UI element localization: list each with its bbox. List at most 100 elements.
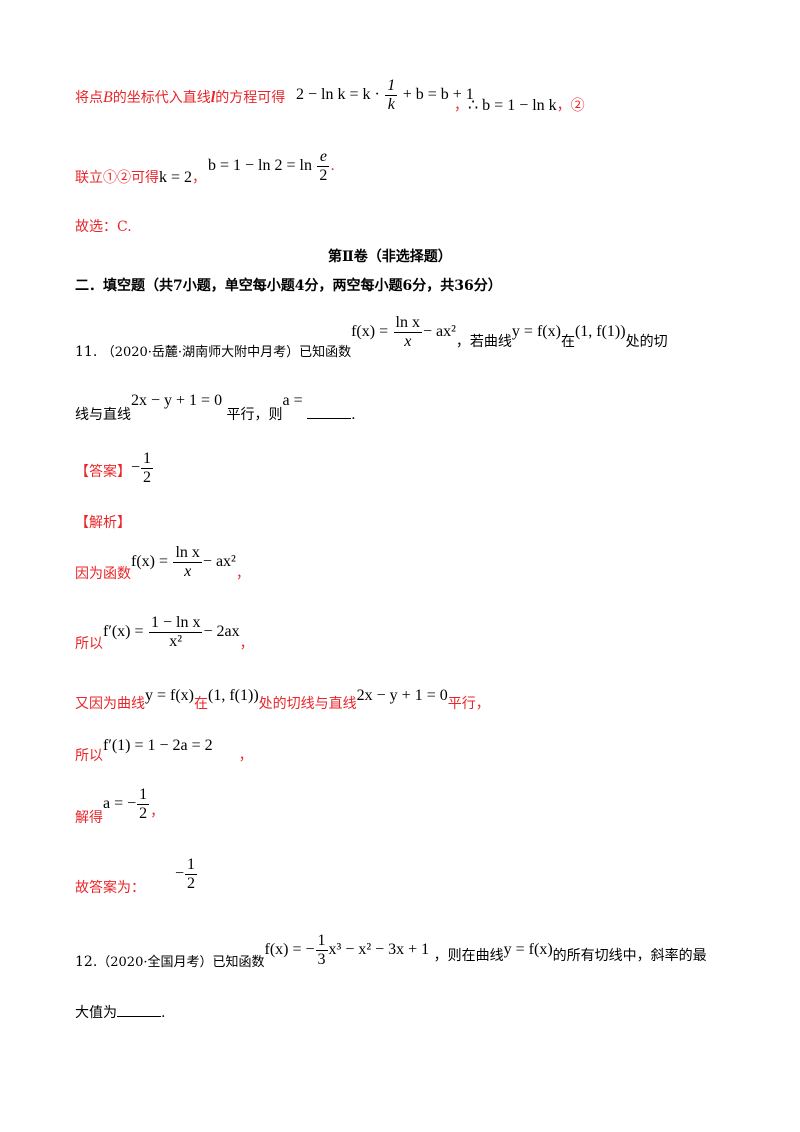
math-var: B (103, 89, 113, 106)
question-number: 11. (75, 344, 98, 361)
text: 线与直线 (75, 407, 131, 423)
equation-part: ∴ b = 1 − ln k (468, 97, 557, 114)
analysis-step-5: 解得a = −1 2， (75, 786, 165, 825)
equation-part: y = f(x) (145, 687, 195, 704)
question-12-line1: 12.（2020·全国月考）已知函数f(x) = −1 3 x³ − x² − 3x… (75, 932, 707, 971)
text: . (161, 1005, 166, 1021)
text: 又因为曲线 (75, 696, 145, 712)
analysis-step-4: 所以f′(1) = 1 − 2a = 2 ， (75, 737, 253, 764)
equation-part: 2 − ln k = k · (296, 86, 380, 104)
equation-part: b = 1 − ln 2 = ln (208, 157, 312, 175)
denominator: 2 (319, 166, 328, 184)
denominator: 3 (317, 950, 326, 968)
question-12-line2: 大值为. (75, 1004, 165, 1020)
question-source: （2020·岳麓·湖南师大附中月考）已知函数 (101, 345, 352, 361)
denominator: 2 (187, 874, 196, 892)
text: ， (239, 636, 254, 653)
numerator: 1 − ln x (148, 614, 203, 633)
question-11-line2: 线与直线2x − y + 1 = 0 平行，则a = . (75, 392, 356, 423)
text: ，则在曲线 (433, 948, 504, 965)
text: 处的切 (625, 334, 668, 351)
numerator: ln x (393, 314, 422, 333)
answer-11: 【答案】− 1 2 (75, 450, 154, 486)
equation-part: + b = b + 1 (402, 86, 474, 104)
analysis-step-3: 又因为曲线y = f(x)在(1, f(1))处的切线与直线2x − y + 1… (75, 687, 490, 712)
numerator: ln x (173, 544, 202, 563)
denominator: x (184, 562, 192, 580)
therefore-line: ，∴ b = 1 − ln k，② (454, 98, 585, 114)
question-number: 12. (75, 954, 98, 971)
text: ，② (556, 98, 585, 114)
denominator: 2 (139, 804, 148, 822)
answer-label: 【答案】 (75, 464, 131, 481)
text: 解得 (75, 810, 103, 827)
answer-blank (307, 406, 352, 419)
text: 处的切线与直线 (258, 696, 357, 712)
text: 所以 (75, 748, 103, 764)
equation-part: f′(x) = (103, 623, 144, 641)
text: ， (454, 98, 468, 114)
text: 在 (560, 334, 575, 351)
analysis-label: 【解析】 (75, 515, 131, 531)
equation-part: a = (282, 392, 303, 409)
equation-part: 2x − y + 1 = 0 (356, 687, 448, 704)
equation-part: y = f(x) (511, 323, 561, 341)
equation-part: k = 2 (159, 169, 193, 186)
text: ， (150, 804, 165, 821)
equation-part: a = − (103, 795, 137, 813)
numerator: 1 (315, 932, 328, 951)
text: 的坐标代入直线 (112, 90, 211, 106)
equation-part: f(x) = (131, 553, 169, 571)
equation-part: − 2ax (203, 623, 240, 641)
analysis-step-6: 故答案为： − 1 2 (75, 856, 198, 895)
equation-part: f′(1) = 1 − 2a = 2 (103, 737, 213, 754)
text: . (351, 407, 356, 423)
text: 平行， (447, 696, 490, 712)
equation-part: x³ − x² − 3x + 1 (328, 941, 430, 959)
text: 联立①②可得 (75, 170, 159, 186)
text: 因为函数 (75, 566, 131, 583)
equation-part: (1, f(1)) (208, 687, 259, 704)
equation-part: − ax² (423, 323, 456, 341)
choice-line: 故选：C. (75, 219, 132, 235)
text: ，若曲线 (455, 334, 512, 351)
solution-line-substitute: 将点B的坐标代入直线l的方程可得 (75, 90, 285, 124)
equation-part: − ax² (202, 553, 236, 571)
denominator: k (387, 95, 395, 113)
analysis-step-1: 因为函数f(x) = ln x x − ax²， (75, 544, 250, 583)
equation-part: y = f(x) (503, 941, 553, 959)
text: 故答案为： (75, 880, 145, 897)
text: ， (235, 566, 250, 583)
text: ， (238, 748, 253, 764)
denominator: x² (169, 632, 183, 650)
question-source: （2020·全国月考）已知函数 (97, 955, 265, 971)
text: . (330, 158, 335, 175)
denominator: x (404, 332, 412, 350)
text: 在 (194, 696, 209, 712)
analysis-step-2: 所以f′(x) = 1 − ln x x² − 2ax， (75, 614, 254, 653)
equation-part: (1, f(1)) (574, 323, 626, 341)
text: 的方程可得 (215, 90, 286, 106)
section-title: 第Ⅱ卷（非选择题） (328, 249, 452, 265)
equation-part: f(x) = (351, 323, 389, 341)
math-var: l (210, 89, 216, 106)
solution-line-combine: 联立①②可得k = 2， (75, 170, 206, 186)
denominator: 2 (143, 468, 152, 486)
answer-blank (117, 1004, 161, 1017)
numerator: e (317, 148, 330, 167)
equation-part: − (131, 459, 141, 477)
numerator: 1 (185, 856, 198, 875)
part-title: 二．填空题（共7小题，单空每小题4分，两空每小题6分，共36分） (75, 278, 502, 294)
text: 大值为 (75, 1005, 117, 1021)
text: 所以 (75, 636, 103, 653)
text: 的所有切线中，斜率的最 (552, 948, 707, 965)
text: 平行，则 (226, 407, 283, 423)
